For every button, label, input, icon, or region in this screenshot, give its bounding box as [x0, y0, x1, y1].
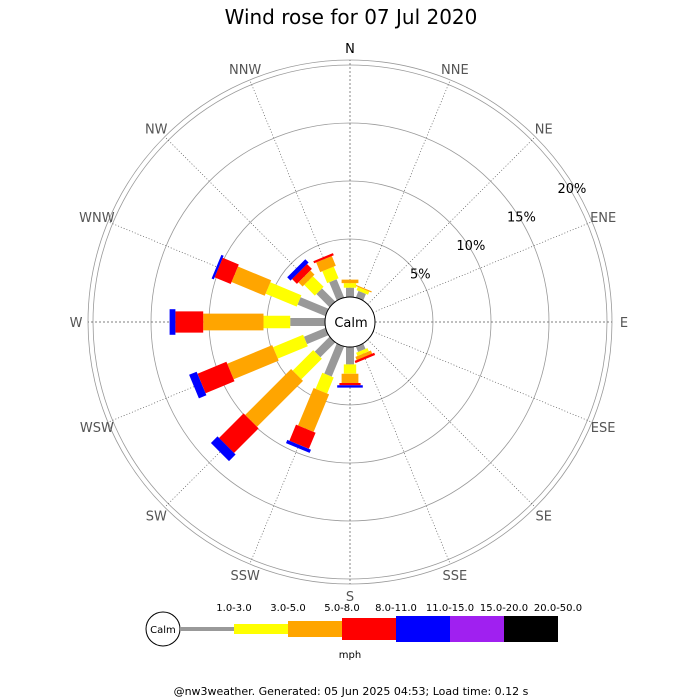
bar-WSW-1.0-3.0	[303, 327, 329, 345]
bar-WNW-3.0-5.0	[265, 282, 302, 307]
bar-W-11.0-15.0	[169, 309, 176, 335]
bar-NW-11.0-15.0	[287, 259, 309, 281]
bar-SSW-8.0-11.0	[289, 424, 316, 449]
legend-swatch-11.0-15.0	[396, 616, 450, 642]
direction-label-NW: NW	[145, 122, 168, 137]
bar-SW-5.0-8.0	[245, 369, 303, 427]
direction-label-ESE: ESE	[591, 421, 616, 436]
bar-WSW-11.0-15.0	[189, 371, 207, 399]
legend-swatch-15.0-20.0	[450, 616, 504, 642]
direction-label-NE: NE	[535, 122, 553, 137]
legend-swatch-20.0-50.0	[504, 616, 558, 642]
bar-N-1.0-3.0	[346, 287, 354, 297]
direction-label-N: N	[345, 42, 355, 57]
legend-label-3.0-5.0: 3.0-5.0	[270, 603, 305, 614]
bar-NW-1.0-3.0	[316, 288, 336, 308]
footer-text: @nw3weather. Generated: 05 Jun 2025 04:5…	[174, 685, 529, 698]
bar-WSW-8.0-11.0	[197, 361, 235, 394]
bar-WSW-3.0-5.0	[273, 334, 308, 359]
legend-label-20.0-50.0: 20.0-50.0	[534, 603, 582, 614]
ring-label-10%: 10%	[456, 239, 485, 254]
ring-label-15%: 15%	[507, 210, 536, 225]
direction-label-SSW: SSW	[230, 569, 260, 584]
calm-label: Calm	[334, 316, 367, 331]
legend-label-15.0-20.0: 15.0-20.0	[480, 603, 528, 614]
spoke-SE	[367, 339, 536, 508]
legend-label-5.0-8.0: 5.0-8.0	[324, 603, 359, 614]
direction-label-E: E	[620, 316, 628, 331]
bar-SW-1.0-3.0	[314, 336, 336, 358]
speed-legend: Calm 1.0-3.0 3.0-5.0 5.0-8.0 8.0-11.0 11.0-15…	[145, 603, 582, 661]
bar-W-1.0-3.0	[290, 318, 325, 326]
bar-WNW-11.0-15.0	[211, 254, 224, 280]
bar-WNW-5.0-8.0	[231, 266, 272, 296]
legend-calm-label: Calm	[150, 625, 176, 636]
spoke-NE	[367, 136, 536, 305]
legend-unit: mph	[339, 650, 361, 661]
direction-label-WNW: WNW	[79, 211, 115, 226]
legend-swatch-5.0-8.0	[288, 621, 342, 637]
bar-N-5.0-8.0	[341, 279, 359, 284]
bar-S-3.0-5.0	[343, 364, 357, 374]
bar-SW-8.0-11.0	[219, 413, 259, 453]
bar-NNW-1.0-3.0	[329, 279, 345, 301]
direction-label-W: W	[70, 316, 83, 331]
bar-W-8.0-11.0	[175, 311, 204, 333]
bar-WSW-5.0-8.0	[227, 345, 279, 380]
spoke-ESE	[372, 331, 593, 423]
direction-label-S: S	[346, 590, 354, 605]
legend-label-8.0-11.0: 8.0-11.0	[375, 603, 417, 614]
direction-label-SSE: SSE	[442, 569, 467, 584]
spoke-NNE	[359, 79, 451, 300]
bar-SW-3.0-5.0	[292, 350, 322, 380]
bar-SSW-5.0-8.0	[298, 388, 330, 432]
direction-label-SW: SW	[146, 510, 167, 525]
bar-NNW-3.0-5.0	[322, 266, 339, 284]
legend-label-1.0-3.0: 1.0-3.0	[216, 603, 251, 614]
bar-NNW-5.0-8.0	[316, 256, 336, 273]
direction-label-SE: SE	[536, 510, 552, 525]
bar-SSW-3.0-5.0	[315, 372, 334, 394]
bar-SSE-5.0-8.0	[355, 350, 373, 361]
bar-S-11.0-15.0	[337, 385, 363, 388]
legend-swatch-3.0-5.0	[234, 624, 288, 634]
bar-WNW-1.0-3.0	[297, 297, 329, 317]
bar-N-3.0-5.0	[343, 283, 357, 288]
bar-WNW-8.0-11.0	[214, 257, 239, 284]
ring-labels: 5% 10% 15% 20%	[410, 182, 586, 282]
direction-label-NNW: NNW	[229, 63, 261, 78]
chart-title: Wind rose for 07 Jul 2020	[225, 5, 478, 29]
direction-label-WSW: WSW	[80, 421, 114, 436]
bar-SSW-1.0-3.0	[324, 343, 345, 377]
bar-NNW-8.0-11.0	[313, 253, 334, 264]
ring-label-20%: 20%	[558, 182, 587, 197]
bar-S-5.0-8.0	[341, 373, 359, 383]
bar-S-1.0-3.0	[346, 347, 354, 365]
bar-SSE-3.0-5.0	[356, 348, 369, 356]
bar-NW-8.0-11.0	[292, 264, 312, 284]
bar-W-5.0-8.0	[203, 313, 264, 331]
bar-SSE-8.0-11.0	[354, 352, 376, 364]
spoke-ENE	[372, 221, 593, 313]
bar-NNE-3.0-5.0	[356, 286, 370, 295]
ring-label-5%: 5%	[410, 267, 431, 282]
direction-labels: N NNE NE ENE E ESE SE SSE S SSW SW WSW W WNW NW NNW	[70, 42, 629, 605]
spoke-SSE	[359, 344, 451, 565]
direction-label-ENE: ENE	[590, 211, 616, 226]
bar-SW-11.0-15.0	[210, 436, 236, 462]
bar-NNE-5.0-8.0	[355, 285, 372, 293]
bar-NW-3.0-5.0	[304, 276, 324, 296]
direction-label-NNE: NNE	[441, 63, 469, 78]
calm-circle: Calm	[324, 296, 376, 348]
bar-S-8.0-11.0	[339, 383, 361, 386]
legend-label-11.0-15.0: 11.0-15.0	[426, 603, 474, 614]
wind-bars	[169, 253, 376, 462]
legend-swatch-8.0-11.0	[342, 618, 396, 640]
bar-NW-5.0-8.0	[298, 270, 315, 287]
bar-W-3.0-5.0	[263, 315, 291, 329]
legend-swatch-1.0-3.0	[180, 627, 234, 631]
bar-SSW-11.0-15.0	[286, 439, 311, 453]
